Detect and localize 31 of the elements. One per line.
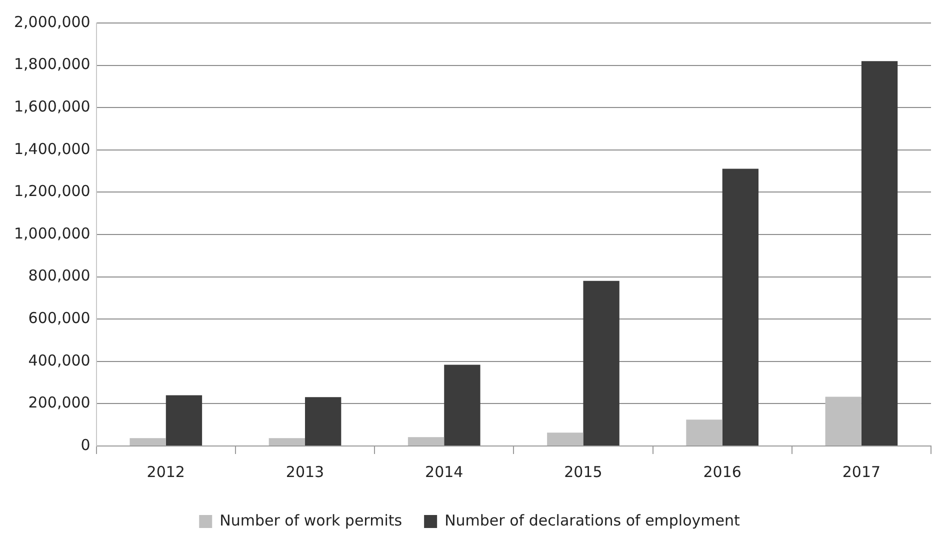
x-tick-label: 2015 [564, 462, 602, 481]
x-tick-label: 2017 [842, 462, 881, 481]
y-tick-label: 400,000 [28, 351, 90, 370]
bar [583, 280, 620, 446]
bar [722, 168, 759, 446]
x-tick-label: 2016 [703, 462, 742, 481]
x-tick-label: 2012 [146, 462, 185, 481]
y-tick-label: 600,000 [28, 308, 90, 327]
x-tick-label: 2014 [425, 462, 464, 481]
bar [861, 61, 898, 446]
legend-label: Number of declarations of employment [444, 511, 740, 530]
x-tick-label: 2013 [286, 462, 324, 481]
y-tick-label: 800,000 [28, 266, 90, 285]
y-tick-label: 1,000,000 [14, 224, 90, 242]
y-tick-label: 1,600,000 [14, 97, 90, 116]
bar [686, 420, 722, 446]
y-tick-label: 200,000 [28, 394, 90, 412]
y-tick-label: 2,000,000 [14, 12, 90, 31]
bar [825, 396, 862, 446]
y-tick-label: 1,800,000 [14, 55, 90, 74]
y-tick-label: 0 [80, 436, 90, 454]
bar [130, 438, 166, 446]
bar [547, 432, 584, 446]
bar [305, 397, 342, 446]
y-tick-label: 1,400,000 [14, 140, 90, 158]
bar [408, 437, 444, 446]
bar [166, 395, 202, 446]
bar [444, 364, 480, 446]
y-tick-label: 1,200,000 [14, 182, 90, 200]
bar [268, 438, 306, 446]
legend-label: Number of work permits [220, 511, 402, 530]
